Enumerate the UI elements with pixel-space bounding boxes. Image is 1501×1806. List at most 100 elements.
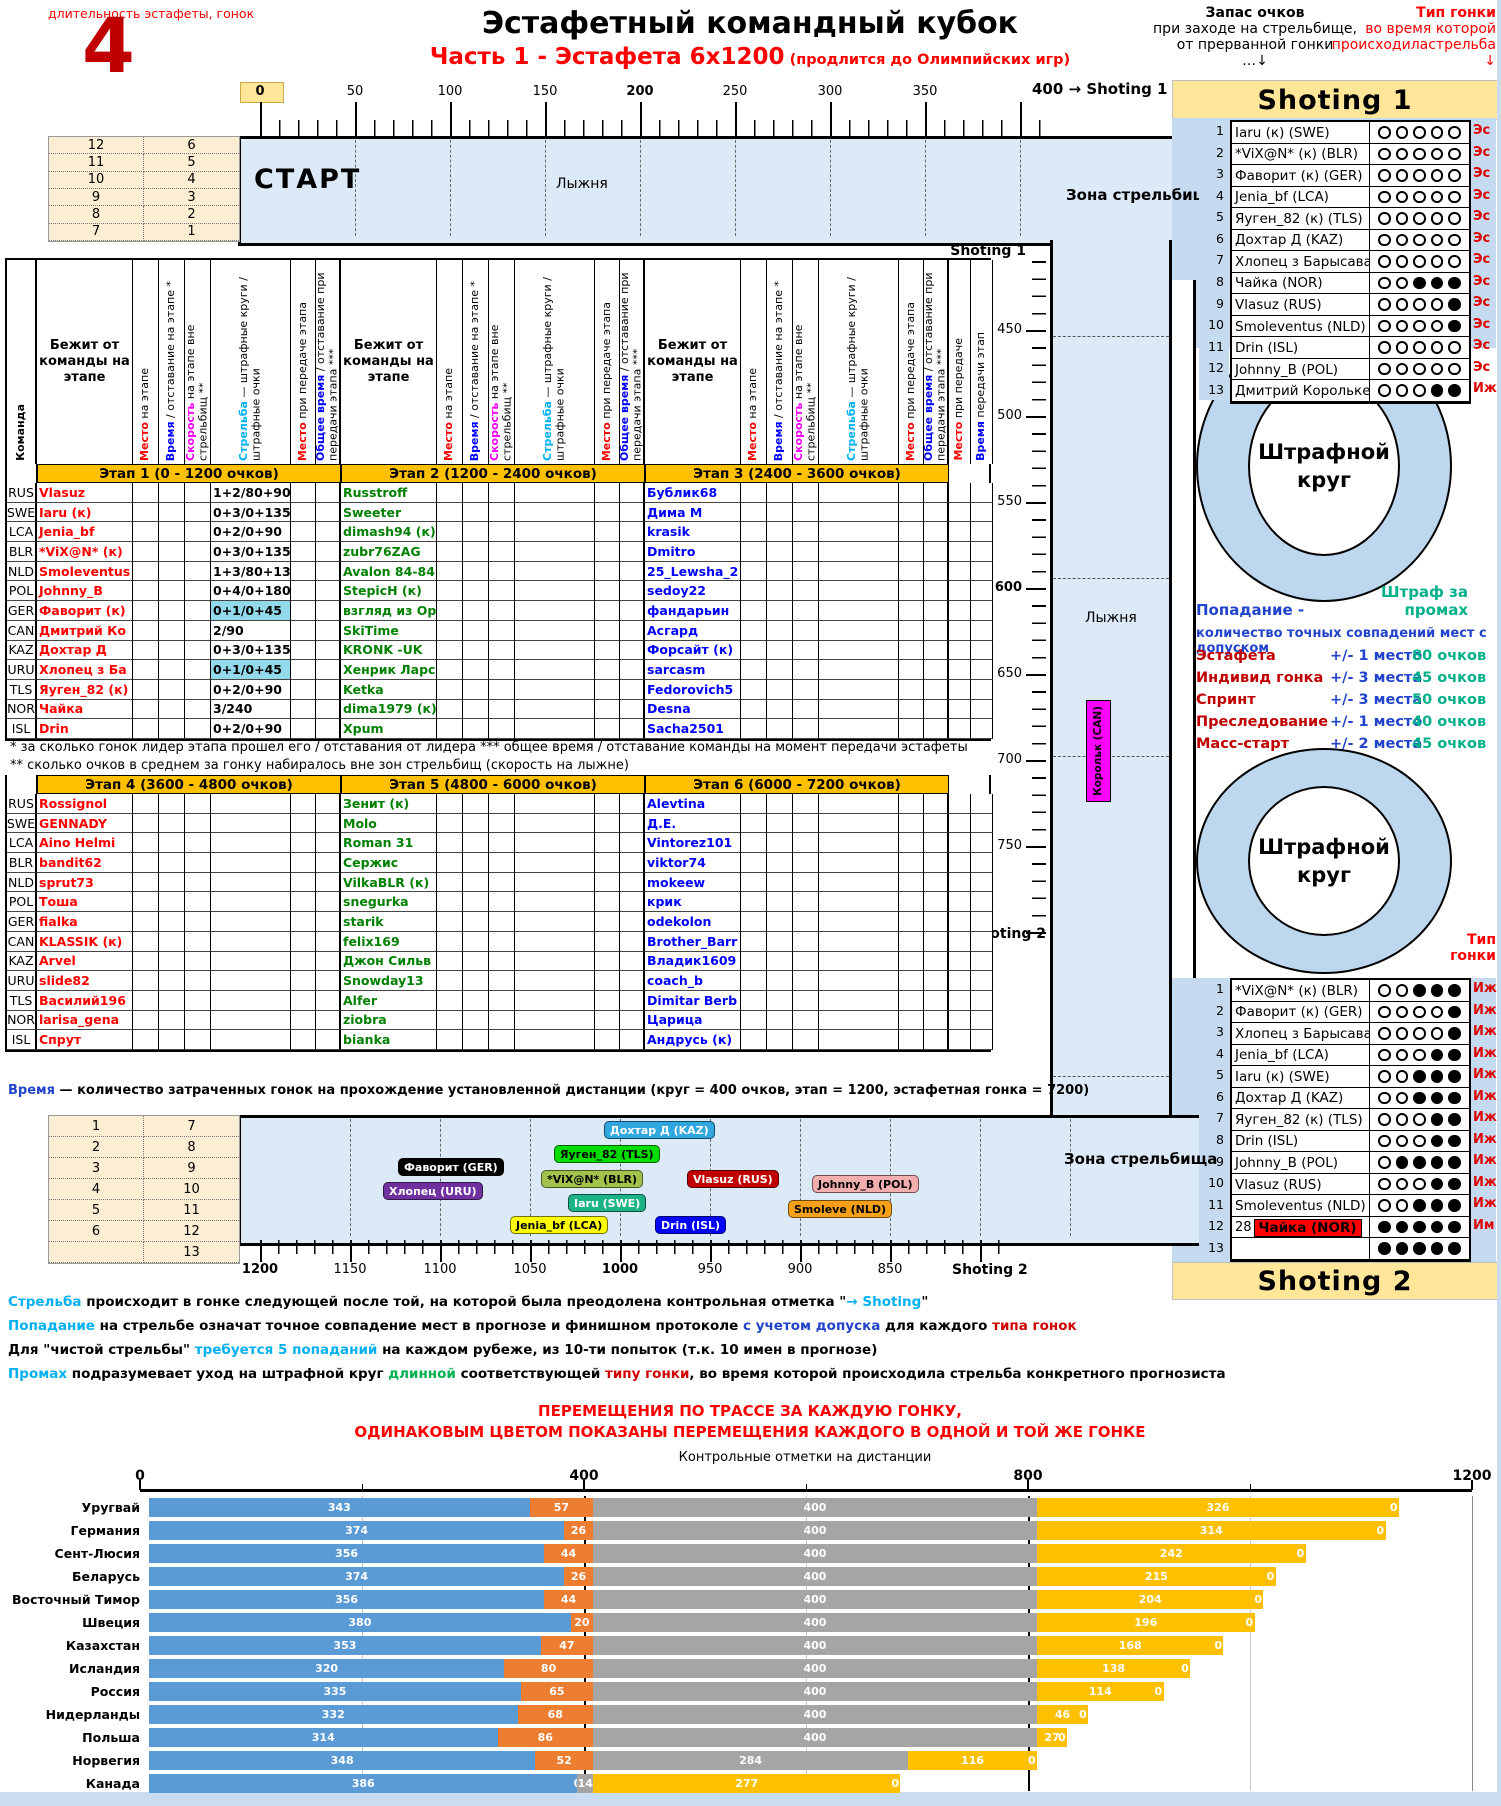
shoting-name-cell[interactable]: Чайка (NOR) bbox=[1232, 272, 1370, 295]
stat-cell[interactable] bbox=[291, 502, 316, 523]
shooting-value-cell[interactable] bbox=[515, 483, 595, 503]
track-marker[interactable]: Johnny_B (POL) bbox=[812, 1175, 919, 1193]
stat-cell[interactable] bbox=[595, 892, 620, 913]
stat-cell[interactable] bbox=[159, 679, 185, 700]
shooting-value-cell[interactable] bbox=[515, 971, 595, 991]
stage-runner-cell[interactable]: Спрут bbox=[37, 1030, 133, 1050]
stat-cell[interactable] bbox=[899, 542, 924, 562]
stat-cell[interactable] bbox=[463, 601, 489, 621]
stat-cell[interactable] bbox=[159, 522, 185, 543]
stat-cell[interactable] bbox=[924, 813, 949, 834]
stat-cell[interactable] bbox=[620, 931, 645, 952]
handover-place-cell[interactable] bbox=[949, 853, 971, 873]
stat-cell[interactable] bbox=[437, 892, 463, 913]
stage-runner-cell[interactable]: 25_Lewsha_2 bbox=[645, 561, 741, 582]
stat-cell[interactable] bbox=[924, 542, 949, 562]
stage-runner-cell[interactable]: StepicH (к) bbox=[341, 581, 437, 602]
finish-order-cell[interactable]: 10 bbox=[144, 1179, 239, 1200]
stat-cell[interactable] bbox=[291, 892, 316, 913]
stat-cell[interactable] bbox=[133, 892, 159, 913]
shooting-value-cell[interactable] bbox=[515, 794, 595, 814]
bar-segment-race2[interactable]: 26 bbox=[564, 1520, 593, 1541]
stage-runner-cell[interactable]: zubr76ZAG bbox=[341, 542, 437, 562]
handover-time-cell[interactable] bbox=[971, 640, 993, 661]
stat-cell[interactable] bbox=[291, 522, 316, 543]
bar-segment-race3[interactable]: 400 bbox=[592, 1520, 1037, 1541]
stat-cell[interactable] bbox=[741, 951, 767, 972]
stat-cell[interactable] bbox=[741, 660, 767, 680]
shooting-value-cell[interactable] bbox=[211, 833, 291, 854]
stat-cell[interactable] bbox=[620, 794, 645, 814]
stat-cell[interactable] bbox=[924, 794, 949, 814]
handover-time-cell[interactable] bbox=[971, 912, 993, 932]
stat-cell[interactable] bbox=[133, 872, 159, 893]
team-code-cell[interactable]: RUS bbox=[7, 794, 37, 814]
stat-cell[interactable] bbox=[291, 853, 316, 873]
stat-cell[interactable] bbox=[899, 502, 924, 523]
shooting-value-cell[interactable] bbox=[211, 931, 291, 952]
shoting-name-cell[interactable]: Vlasuz (RUS) bbox=[1232, 294, 1370, 316]
stat-cell[interactable] bbox=[159, 483, 185, 503]
stat-cell[interactable] bbox=[899, 561, 924, 582]
shooting-value-cell[interactable] bbox=[819, 719, 899, 739]
bar-segment-race1[interactable]: 356 bbox=[149, 1589, 545, 1610]
bar-segment-race2[interactable]: 68 bbox=[517, 1704, 593, 1725]
track-marker[interactable]: Iaru (SWE) bbox=[568, 1194, 647, 1212]
stat-cell[interactable] bbox=[620, 872, 645, 893]
stat-cell[interactable] bbox=[437, 660, 463, 680]
stat-cell[interactable] bbox=[620, 990, 645, 1011]
handover-time-cell[interactable] bbox=[971, 561, 993, 582]
start-order-cell[interactable]: 2 bbox=[144, 206, 239, 224]
stat-cell[interactable] bbox=[595, 679, 620, 700]
stat-cell[interactable] bbox=[793, 794, 819, 814]
stat-cell[interactable] bbox=[316, 1010, 341, 1031]
stat-cell[interactable] bbox=[489, 971, 515, 991]
handover-time-cell[interactable] bbox=[971, 719, 993, 739]
stat-cell[interactable] bbox=[437, 931, 463, 952]
stat-cell[interactable] bbox=[133, 931, 159, 952]
shooting-value-cell[interactable] bbox=[515, 1010, 595, 1031]
stat-cell[interactable] bbox=[899, 640, 924, 661]
handover-time-cell[interactable] bbox=[971, 833, 993, 854]
start-order-cell[interactable]: 12 bbox=[49, 137, 144, 155]
stat-cell[interactable] bbox=[437, 912, 463, 932]
shooting-value-cell[interactable] bbox=[819, 951, 899, 972]
stat-cell[interactable] bbox=[741, 601, 767, 621]
bar-segment-race3[interactable]: 400 bbox=[592, 1566, 1037, 1587]
shooting-value-cell[interactable] bbox=[819, 581, 899, 602]
handover-time-cell[interactable] bbox=[971, 813, 993, 834]
stat-cell[interactable] bbox=[767, 1010, 793, 1031]
shooting-value-cell[interactable] bbox=[515, 640, 595, 661]
handover-time-cell[interactable] bbox=[971, 699, 993, 720]
stat-cell[interactable] bbox=[595, 1030, 620, 1050]
stat-cell[interactable] bbox=[595, 853, 620, 873]
stat-cell[interactable] bbox=[463, 813, 489, 834]
stat-cell[interactable] bbox=[291, 483, 316, 503]
finish-order-cell[interactable]: 9 bbox=[144, 1158, 239, 1179]
stat-cell[interactable] bbox=[489, 853, 515, 873]
stat-cell[interactable] bbox=[793, 502, 819, 523]
stat-cell[interactable] bbox=[463, 931, 489, 952]
finish-order-cell[interactable]: 12 bbox=[144, 1221, 239, 1242]
stat-cell[interactable] bbox=[133, 581, 159, 602]
stat-cell[interactable] bbox=[620, 833, 645, 854]
stage-runner-cell[interactable]: sarcasm bbox=[645, 660, 741, 680]
stat-cell[interactable] bbox=[489, 1010, 515, 1031]
shooting-value-cell[interactable] bbox=[819, 502, 899, 523]
stat-cell[interactable] bbox=[159, 601, 185, 621]
stage-runner-cell[interactable]: Iaru (к) bbox=[37, 502, 133, 523]
bar-segment-race2[interactable]: 65 bbox=[520, 1681, 593, 1702]
stage-runner-cell[interactable]: Владик1609 bbox=[645, 951, 741, 972]
bar-segment-race4[interactable]: 46 bbox=[1036, 1704, 1089, 1725]
finish-order-cell[interactable]: 4 bbox=[49, 1179, 144, 1200]
bar-segment-race4[interactable]: 27 bbox=[1036, 1727, 1067, 1748]
stage-runner-cell[interactable]: Хлопец з Ба bbox=[37, 660, 133, 680]
shooting-value-cell[interactable] bbox=[819, 990, 899, 1011]
stat-cell[interactable] bbox=[437, 699, 463, 720]
stage-runner-cell[interactable]: Roman 31 bbox=[341, 833, 437, 854]
handover-place-cell[interactable] bbox=[949, 892, 971, 913]
stat-cell[interactable] bbox=[159, 581, 185, 602]
stat-cell[interactable] bbox=[595, 542, 620, 562]
stat-cell[interactable] bbox=[133, 990, 159, 1011]
stat-cell[interactable] bbox=[133, 912, 159, 932]
